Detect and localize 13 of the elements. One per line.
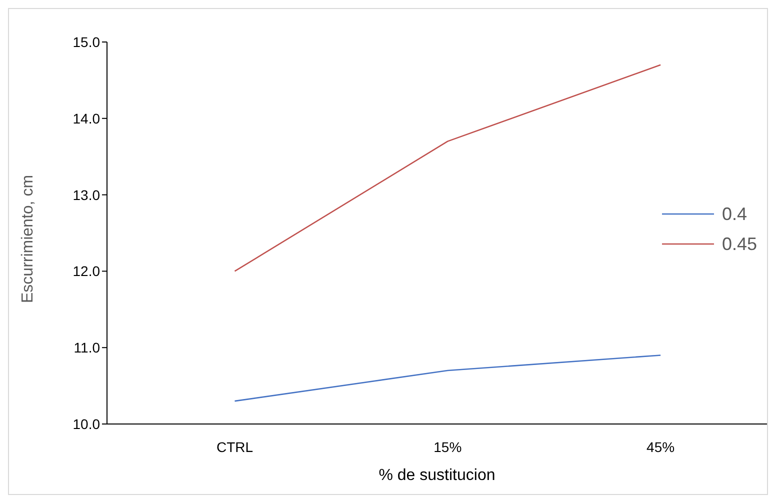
legend-label: 0.4 — [722, 203, 747, 226]
y-tick-label: 12.0 — [72, 263, 100, 280]
y-tick-label: 14.0 — [72, 110, 100, 126]
x-tick-label: CTRL — [216, 438, 254, 455]
y-tick-label: 13.0 — [72, 186, 100, 203]
y-tick-label: 10.0 — [72, 416, 100, 432]
x-axis-title: % de sustitucion — [378, 467, 496, 484]
x-tick-label: 45% — [646, 438, 675, 455]
legend-label: 0.45 — [722, 233, 757, 256]
x-tick-label: 15% — [434, 438, 462, 455]
y-axis-title: Escurrimiento, cm — [20, 174, 37, 303]
y-tick-label: 11.0 — [74, 340, 100, 356]
y-tick-label: 15.0 — [72, 34, 100, 50]
